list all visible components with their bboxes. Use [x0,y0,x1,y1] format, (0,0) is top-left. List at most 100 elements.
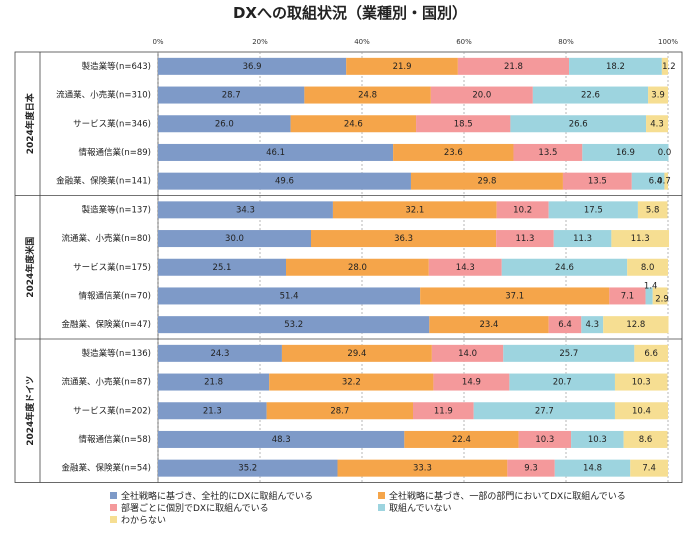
bar-segment [614,373,668,391]
data-label: 0.7 [657,177,671,187]
legend-label: 取組んでいない [389,504,452,514]
data-label: 10.2 [513,205,532,215]
data-label: 49.6 [275,177,294,187]
category-label: 情報通信業(n=70) [79,290,151,301]
bar-segment [413,402,474,420]
legend-swatch [378,504,385,511]
plot-frame [14,51,683,483]
data-label: 8.0 [641,263,655,273]
bar-segment [501,258,628,276]
labels-layer: 0% 20% 40% 60% 80% 100% 2024年度日本 製造業等(n=643) 36.… [24,38,678,474]
bar-segment [158,86,305,104]
x-tick-label: 80% [558,38,574,46]
data-label: 53.2 [284,320,303,330]
bar-segment [430,86,533,104]
bar-segment [496,230,554,248]
category-label: 情報通信業(n=58) [79,434,151,445]
category-label: サービス業(n=346) [73,118,151,129]
bar-segment [290,115,417,133]
data-label: 13.5 [538,148,557,158]
bar-segment [582,143,669,161]
legend-item: 全社戦略に基づき、全社的にDXに取組んでいる [110,489,313,502]
bar-segment [548,316,582,334]
data-label: 6.4 [649,177,663,187]
data-label: 1.4 [644,281,658,291]
bar-segment [507,459,555,477]
data-label: 24.6 [344,119,363,129]
bar-segment [648,86,668,104]
data-label: 4.3 [650,119,664,129]
group-label: 2024年度米国 [24,237,36,298]
bar-segment [158,230,311,248]
data-label: 21.8 [204,378,223,388]
bar-segment [614,402,668,420]
legend-swatch [110,492,117,499]
bar-segment [420,287,610,305]
x-tick-label: 0% [152,38,163,46]
bar-segment [266,402,413,420]
data-label: 28.0 [348,263,367,273]
bar-segment [410,172,563,190]
data-label: 11.3 [631,234,650,244]
legend-item: 部署ごとに個別でDXに取組んでいる [110,501,269,514]
data-label: 24.8 [358,91,377,101]
bar-segment [645,287,653,305]
data-label: 14.9 [462,378,481,388]
data-label: 23.6 [444,148,463,158]
bar-segment [337,459,508,477]
data-label: 25.7 [559,349,578,359]
bar-segment [664,172,668,190]
data-label: 10.3 [632,378,651,388]
bar-segment [428,258,502,276]
bar-segment [661,57,668,75]
bar-segment [158,459,338,477]
data-label: 26.6 [569,119,588,129]
data-label: 1.2 [662,62,676,72]
category-label: 流通業、小売業(n=80) [62,233,151,244]
data-label: 29.8 [477,177,496,187]
bar-segment [532,86,649,104]
data-label: 10.4 [632,406,651,416]
bar-segment [623,430,668,448]
bar-segment [158,344,282,362]
bar-segment [158,402,267,420]
data-label: 10.3 [535,435,554,445]
data-label: 11.3 [515,234,534,244]
data-label: 9.3 [524,464,538,474]
bar-segment [158,143,394,161]
data-label: 4.3 [585,320,599,330]
data-label: 34.3 [236,205,255,215]
data-label: 10.3 [588,435,607,445]
x-tick-label: 40% [354,38,370,46]
bar-segment [158,373,270,391]
bar-segment [634,344,668,362]
bar-segment [416,115,511,133]
bar-segment [553,230,612,248]
bar-segment [513,143,583,161]
data-label: 7.1 [621,291,635,301]
bar-segment [457,57,570,75]
bar-segment [158,201,333,219]
category-label: 金融業、保険業(n=141) [56,176,151,187]
data-label: 21.3 [203,406,222,416]
category-label: 製造業等(n=643) [82,61,151,72]
data-label: 11.9 [434,406,453,416]
group-label: 2024年度ドイツ [24,376,36,446]
category-label: 金融業、保険業(n=47) [62,319,151,330]
bar-segment [281,344,432,362]
data-label: 30.0 [225,234,244,244]
group-label: 2024年度日本 [24,92,36,154]
bar-segment [158,287,421,305]
bar-segment [404,430,519,448]
data-label: 36.9 [243,62,262,72]
x-tick-label: 20% [252,38,268,46]
bar-segment [431,344,504,362]
bar-segment [158,316,430,334]
bar-segment [158,57,347,75]
bar-segment [548,201,638,219]
bar-segment [652,287,668,305]
data-label: 12.8 [626,320,645,330]
data-label: 14.8 [583,464,602,474]
data-label: 32.1 [405,205,424,215]
